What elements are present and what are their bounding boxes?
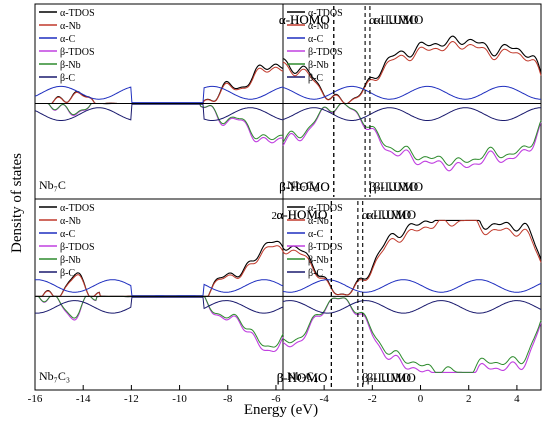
alpha-lumo-label: α-LUMO [369, 12, 418, 27]
curve-alpha-tdos [282, 219, 542, 296]
curve-beta-tdos [282, 297, 542, 373]
beta-lumo-label: β-LUMO [369, 179, 418, 194]
x-tick-label: 4 [514, 393, 520, 405]
panel-frames [34, 3, 542, 391]
beta-homo-label: β-HOMO [279, 179, 330, 194]
curve-beta-nb [282, 297, 542, 373]
legend-entry: α-C [308, 34, 324, 45]
legend-entry: β-Nb [308, 255, 329, 266]
alpha-lumo-label: α-LUMO [362, 207, 411, 222]
dos-curves [34, 35, 542, 373]
x-tick-label: -2 [368, 393, 377, 405]
legend-entry: β-TDOS [60, 242, 95, 253]
legend-entry: α-Nb [308, 216, 329, 227]
curve-alpha-c [34, 279, 284, 297]
curve-beta-c [35, 296, 284, 314]
x-tick-label: -8 [223, 393, 233, 405]
legend-entry: α-C [308, 229, 324, 240]
legend-entry: α-Nb [60, 216, 81, 227]
legend-entry: α-Nb [308, 21, 329, 32]
plot-border [34, 3, 542, 391]
curve-beta-tdos [282, 102, 542, 172]
x-axis-label: Energy (eV) [244, 402, 318, 418]
x-tick-label: -4 [320, 393, 330, 405]
legend-entry: β-Nb [60, 255, 81, 266]
alpha-homo-label: α-HOMO [276, 207, 327, 222]
system-label: Nb₇C [39, 178, 66, 192]
legend-entry: α-C [60, 229, 76, 240]
system-label: Nb₇C₃ [39, 369, 70, 383]
legend-entry: β-C [60, 73, 75, 84]
curve-alpha-nb [282, 40, 542, 104]
corner-mark: 2 [272, 210, 278, 222]
curve-alpha-c [282, 279, 542, 293]
legend-entry: β-TDOS [308, 47, 343, 58]
alpha-homo-label: α-HOMO [279, 12, 330, 27]
curve-beta-nb [282, 103, 542, 166]
axes: -16 -14 -12 -10 -8 -6 -4 -2 0 2 4 [28, 385, 520, 405]
curve-beta-tdos [35, 102, 284, 144]
x-tick-label: 0 [418, 393, 424, 405]
x-tick-label: -6 [271, 393, 281, 405]
legend-entry: α-TDOS [60, 203, 95, 214]
legend-entry: α-C [60, 34, 76, 45]
curve-alpha-c [282, 85, 541, 100]
alpha-lumo-label: α-LUMO [367, 207, 416, 222]
legend-entry: β-C [308, 73, 323, 84]
curve-beta-c [282, 107, 541, 121]
x-tick-label: -16 [28, 393, 43, 405]
legend-entry: α-Nb [60, 21, 81, 32]
beta-homo-label: β-HOMO [279, 179, 330, 194]
x-tick-label: -14 [76, 393, 91, 405]
legend-entry: β-C [60, 268, 75, 279]
beta-lumo-label: β-LUMO [374, 179, 423, 194]
legend-entry: β-TDOS [60, 47, 95, 58]
alpha-homo-label: α-HOMO [279, 12, 330, 27]
x-tick-label: -12 [124, 393, 139, 405]
alpha-homo-label: α-HOMO [276, 207, 327, 222]
curve-beta-nb [35, 103, 284, 141]
x-tick-label: 2 [466, 393, 472, 405]
beta-lumo-label: β-LUMO [367, 370, 416, 385]
orbital-lines [35, 6, 541, 388]
legend-entry: β-Nb [308, 60, 329, 71]
beta-lumo-label: β-LUMO [362, 370, 411, 385]
legend-entry: β-Nb [60, 60, 81, 71]
curve-beta-c [34, 103, 284, 121]
beta-homo-label: β-HOMO [277, 370, 328, 385]
curve-beta-c [282, 300, 542, 314]
y-axis-label: Density of states [9, 153, 25, 253]
legend-entry: β-TDOS [308, 242, 343, 253]
legend-entry: α-TDOS [60, 8, 95, 19]
legend-entry: β-C [308, 268, 323, 279]
curve-alpha-c [34, 85, 284, 104]
legend-entry: α-TDOS [308, 203, 343, 214]
system-label: Nb₇C₄ [287, 369, 318, 383]
system-label: Nb₇C₂ [287, 178, 318, 192]
curve-beta-tdos [35, 295, 284, 353]
curve-beta-nb [35, 295, 284, 348]
beta-homo-label: β-HOMO [277, 370, 328, 385]
alpha-lumo-label: α-LUMO [374, 12, 423, 27]
legend-entry: α-TDOS [308, 8, 343, 19]
x-tick-label: -10 [172, 393, 187, 405]
